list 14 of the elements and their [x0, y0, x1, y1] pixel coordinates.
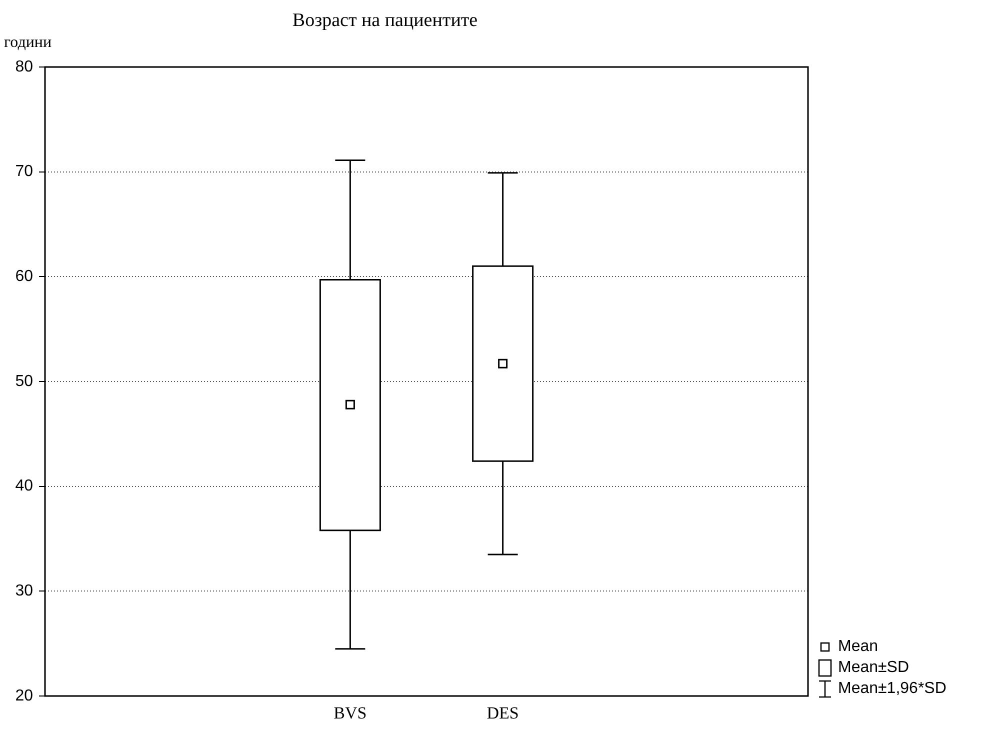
y-tick-label: 50 — [15, 372, 34, 390]
y-axis-title: години — [4, 34, 52, 51]
y-tick-label: 60 — [15, 268, 34, 286]
y-tick-label: 30 — [15, 582, 34, 600]
text: Mean — [838, 638, 878, 656]
text: Mean±1,96*SD — [838, 680, 946, 698]
x-tick-label: BVS — [334, 704, 367, 723]
y-tick-label: 40 — [15, 478, 34, 495]
y-tick-label: 70 — [15, 163, 34, 180]
y-tick-label: 20 — [15, 687, 34, 704]
chart-title: Возраст на пациентите — [292, 10, 478, 31]
text: Mean±SD — [838, 658, 910, 676]
y-tick-label: 80 — [15, 58, 34, 76]
x-tick-label: DES — [486, 704, 519, 723]
